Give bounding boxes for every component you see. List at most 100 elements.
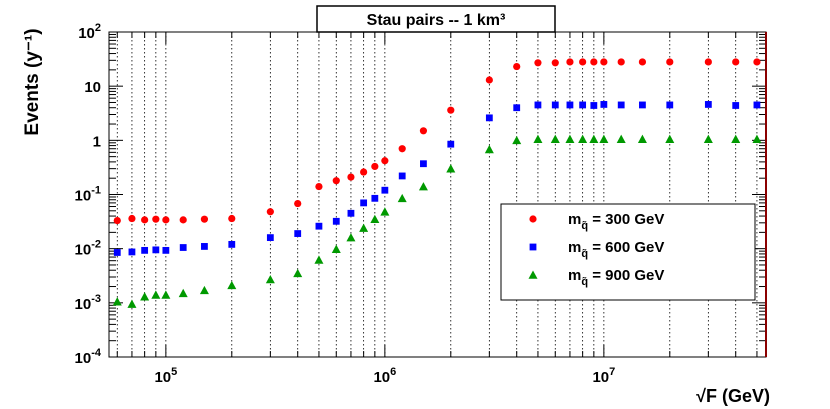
data-point	[703, 134, 713, 143]
data-point	[637, 134, 647, 143]
data-point	[332, 217, 340, 225]
data-point	[704, 101, 712, 108]
x-axis-title: √F (GeV)	[696, 386, 770, 406]
data-point	[579, 101, 587, 109]
data-point	[380, 207, 390, 216]
x-tick-label: 107	[592, 366, 615, 386]
data-point	[141, 246, 149, 254]
data-point	[179, 244, 187, 251]
data-point	[418, 182, 428, 191]
data-point	[397, 193, 407, 203]
data-point	[178, 288, 188, 298]
data-point	[550, 134, 560, 143]
data-point	[534, 101, 542, 109]
series-triangle	[112, 134, 762, 308]
data-point	[201, 243, 208, 250]
data-points	[112, 58, 762, 308]
data-point	[753, 101, 761, 109]
y-tick-label: 1	[93, 133, 101, 150]
data-point	[534, 59, 542, 67]
data-point	[346, 233, 356, 242]
data-point	[639, 101, 646, 109]
legend-label: mq̃ = 900 GeV	[568, 267, 664, 288]
data-point	[565, 134, 575, 143]
data-point	[152, 215, 160, 223]
data-point	[551, 59, 559, 67]
data-point	[485, 114, 493, 122]
data-point	[551, 101, 559, 109]
data-point	[162, 216, 170, 224]
data-point	[513, 104, 521, 112]
data-point	[371, 162, 379, 171]
data-point	[294, 230, 302, 237]
data-point	[579, 58, 587, 66]
data-point	[199, 285, 209, 295]
data-point	[578, 134, 588, 143]
y-tick-label: 10-2	[75, 239, 101, 259]
legend-marker	[528, 270, 538, 279]
y-tick-label: 10-3	[75, 293, 101, 313]
data-point	[732, 102, 740, 109]
x-tick-label: 105	[154, 366, 177, 386]
data-point	[732, 58, 740, 66]
y-tick-label: 102	[78, 22, 101, 42]
data-point	[151, 290, 161, 299]
title-box: Stau pairs -- 1 km³	[316, 5, 556, 33]
data-point	[512, 135, 522, 145]
data-point	[753, 58, 761, 66]
data-point	[381, 157, 389, 165]
data-point	[371, 194, 379, 202]
data-point	[347, 173, 355, 181]
data-point	[228, 214, 236, 223]
data-point	[617, 101, 625, 109]
data-point	[162, 246, 170, 254]
data-point	[704, 58, 712, 66]
data-point	[315, 182, 323, 191]
legend-box	[500, 203, 756, 301]
data-point	[370, 214, 380, 223]
data-point	[128, 214, 136, 223]
data-point	[665, 134, 675, 143]
data-point	[127, 299, 137, 308]
data-point	[398, 145, 406, 153]
data-point	[179, 216, 187, 224]
chart-title: Stau pairs -- 1 km³	[367, 12, 506, 29]
y-axis-title: Events (y⁻¹)	[22, 28, 43, 135]
data-point	[332, 177, 340, 185]
data-point	[227, 280, 237, 290]
data-point	[419, 127, 428, 135]
data-point	[266, 208, 274, 216]
series-square	[113, 101, 761, 256]
data-point	[265, 274, 275, 284]
data-point	[731, 134, 741, 143]
data-point	[112, 297, 122, 306]
data-point	[113, 249, 121, 256]
data-point	[616, 134, 626, 143]
data-point	[360, 199, 368, 207]
data-point	[200, 215, 209, 223]
data-point	[446, 164, 456, 173]
data-point	[398, 172, 406, 180]
plot-frame	[108, 31, 767, 358]
data-point	[485, 76, 493, 84]
legend-marker	[529, 243, 537, 251]
legend-label: mq̃ = 600 GeV	[568, 239, 664, 260]
data-point	[447, 140, 455, 148]
data-point	[128, 248, 136, 256]
data-point	[600, 101, 608, 108]
data-point	[638, 58, 647, 66]
data-point	[617, 58, 625, 66]
data-point	[484, 144, 494, 154]
data-point	[140, 292, 150, 301]
axes: 105 106 107 102 10 1 10-1 10-2 10-3 10-4	[75, 22, 766, 386]
data-point	[566, 101, 574, 109]
data-point	[347, 209, 355, 217]
data-point	[381, 186, 389, 194]
data-point	[360, 168, 368, 176]
data-point	[315, 222, 323, 230]
data-point	[513, 62, 521, 71]
y-tick-label: 10-4	[75, 347, 102, 367]
y-tick-label: 10	[84, 79, 101, 96]
legend-marker	[529, 215, 537, 223]
